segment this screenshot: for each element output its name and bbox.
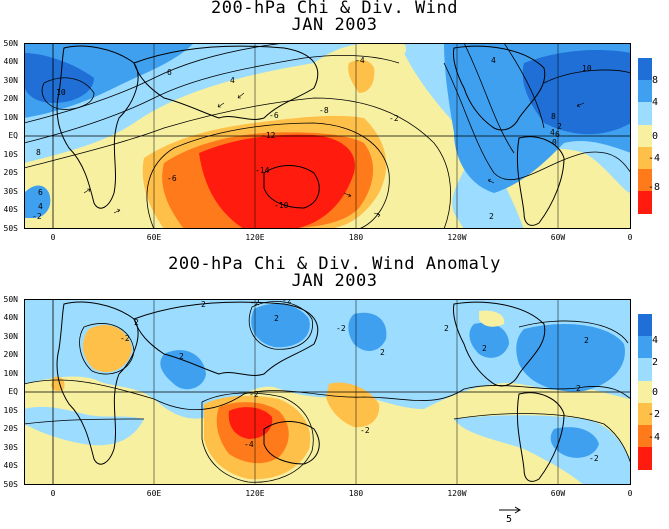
contour-label: -2 — [250, 299, 260, 307]
lat-label: 40N — [3, 57, 18, 66]
contour-label: -2 — [32, 212, 42, 221]
contour-label: -2 — [336, 324, 346, 333]
contour-label: 2 — [274, 314, 279, 323]
lat-label: 50N — [3, 295, 18, 304]
lat-label: 30N — [3, 76, 18, 85]
panel2-title-line2: JAN 2003 — [291, 271, 378, 291]
contour-label: 8 — [551, 112, 556, 121]
contour-label: 4 — [38, 202, 43, 211]
contour-label: 10 — [582, 64, 592, 73]
contour-label: -12 — [261, 131, 276, 140]
lon-label: 60E — [146, 233, 162, 242]
lon-label: 0 — [627, 233, 633, 242]
lat-label: EQ — [8, 131, 18, 140]
colorbar-tick-label: -4 — [648, 153, 661, 164]
lat-label: 40N — [3, 313, 18, 322]
lat-label: 10S — [3, 406, 18, 415]
panel2-colorbar — [638, 314, 652, 470]
contour-label: 6 — [38, 188, 43, 197]
lat-label: 20S — [3, 168, 18, 177]
lat-label: 10N — [3, 113, 18, 122]
colorbar-tick-label: -2 — [648, 409, 661, 420]
lon-label: 120W — [447, 233, 467, 242]
panel1-map: 10 6 4 -4 8 -6 -2 -8 -12 -14 -10 -6 6 4 … — [24, 43, 631, 229]
contour-label: -2 — [282, 299, 292, 305]
lon-label: 60W — [550, 489, 566, 498]
contour-label: 4 — [550, 128, 555, 137]
lon-label: 60E — [146, 489, 162, 498]
lat-label: 30S — [3, 187, 18, 196]
colorbar-tick-label: 2 — [652, 357, 659, 368]
lat-label: EQ — [8, 387, 18, 396]
panel1-title-line2: JAN 2003 — [291, 15, 378, 35]
lon-label: 180 — [348, 489, 364, 498]
lon-label: 0 — [627, 489, 633, 498]
contour-label: -8 — [319, 106, 329, 115]
lon-label: 0 — [50, 233, 56, 242]
lon-label: 120E — [245, 489, 265, 498]
lon-label: 120W — [447, 489, 467, 498]
lat-label: 20N — [3, 94, 18, 103]
contour-label: -6 — [167, 174, 177, 183]
lat-label: 50S — [3, 480, 18, 489]
lat-label: 50N — [3, 39, 18, 48]
contour-label: 2 — [557, 122, 562, 131]
contour-label: 6 — [167, 68, 172, 77]
contour-label: 2 — [201, 300, 206, 309]
panel2-title-line1: 200-hPa Chi & Div. Wind Anomaly — [168, 254, 501, 274]
contour-label: 8 — [36, 148, 41, 157]
lat-label: 50S — [3, 224, 18, 233]
contour-label: -4 — [244, 440, 254, 449]
lat-label: 20S — [3, 424, 18, 433]
colorbar-tick-label: 0 — [652, 387, 659, 398]
colorbar-tick-label: 4 — [652, 97, 659, 108]
contour-label: -2 — [249, 390, 259, 399]
reference-vector-label: 5 — [506, 514, 513, 525]
lon-label: 120E — [245, 233, 265, 242]
colorbar-tick-label: -4 — [648, 432, 661, 443]
contour-label: -2 — [360, 426, 370, 435]
contour-label: -2 — [120, 334, 130, 343]
contour-label: 6 — [555, 130, 560, 139]
contour-label: 4 — [230, 76, 235, 85]
contour-label: -2 — [389, 114, 399, 123]
contour-label: 2 — [444, 324, 449, 333]
contour-label: 0 — [552, 138, 557, 147]
contour-label: 2 — [489, 212, 494, 221]
contour-label: -10 — [274, 201, 289, 210]
contour-label: 2 — [482, 344, 487, 353]
contour-label: -2 — [589, 454, 599, 463]
lat-label: 10N — [3, 369, 18, 378]
lon-label: 180 — [348, 233, 364, 242]
contour-label: 10 — [56, 88, 66, 97]
colorbar-tick-label: 8 — [652, 75, 659, 86]
lon-label: 60W — [550, 233, 566, 242]
colorbar-tick-label: 4 — [652, 335, 659, 346]
reference-vector-arrow-icon — [499, 506, 521, 514]
colorbar-tick-label: -8 — [648, 182, 661, 193]
colorbar-tick-label: 0 — [652, 131, 659, 142]
lat-label: 40S — [3, 205, 18, 214]
contour-label: 2 — [179, 352, 184, 361]
lat-label: 20N — [3, 350, 18, 359]
lat-label: 10S — [3, 150, 18, 159]
contour-label: 2 — [380, 348, 385, 357]
contour-label: -6 — [269, 111, 279, 120]
panel2-map: 2 2 -2 2 -2 2 2 -2 -4 -2 2 -2 2 -2 -2 2 … — [24, 299, 631, 485]
contour-label: 4 — [491, 56, 496, 65]
contour-label: -4 — [355, 56, 365, 65]
panel1-colorbar — [638, 58, 652, 214]
lat-label: 40S — [3, 461, 18, 470]
contour-label: 2 — [134, 318, 139, 327]
contour-label: 2 — [576, 384, 581, 393]
lat-label: 30N — [3, 332, 18, 341]
panel1-title-line1: 200-hPa Chi & Div. Wind — [211, 0, 458, 18]
lon-label: 0 — [50, 489, 56, 498]
contour-label: 2 — [584, 336, 589, 345]
lat-label: 30S — [3, 443, 18, 452]
contour-label: -14 — [255, 166, 270, 175]
